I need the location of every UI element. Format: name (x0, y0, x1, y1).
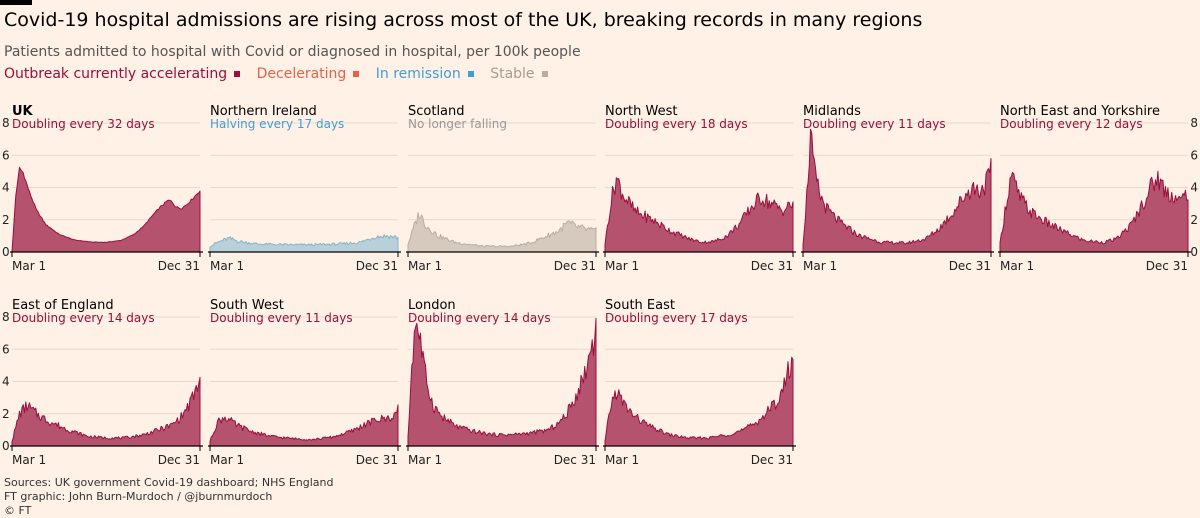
series-area-1 (11, 166, 201, 253)
x-tick-label: Mar 1 (210, 259, 244, 273)
y-tick-label: 8 (2, 310, 10, 324)
panel-status: Doubling every 12 days (1000, 117, 1143, 131)
ft-top-bar (0, 0, 32, 5)
panel-title: London (408, 298, 456, 313)
series-area-3 (407, 212, 597, 253)
x-tick-label: Mar 1 (1000, 259, 1034, 273)
x-tick-label: Dec 31 (751, 259, 793, 273)
panel-status: Doubling every 18 days (605, 117, 748, 131)
series-area-2 (209, 234, 399, 253)
panel-title: South West (210, 298, 284, 313)
y-tick-label: 0 (1190, 245, 1198, 259)
y-tick-label: 4 (2, 375, 10, 389)
x-tick-label: Dec 31 (356, 453, 398, 467)
x-tick-label: Mar 1 (408, 453, 442, 467)
y-tick-label: 8 (2, 116, 10, 130)
copyright-note: © FT (4, 504, 32, 517)
x-tick-label: Dec 31 (554, 259, 596, 273)
legend-swatch (541, 71, 548, 77)
legend-swatch (467, 71, 474, 77)
chart-title: Covid-19 hospital admissions are rising … (4, 9, 923, 31)
legend: Outbreak currently accelerating Decelera… (4, 66, 560, 82)
footer: Sources: UK government Covid-19 dashboar… (4, 476, 333, 518)
panel-title: Scotland (408, 104, 465, 119)
legend-item-accelerating: Outbreak currently accelerating (4, 66, 241, 82)
panel-status: Halving every 17 days (210, 117, 344, 131)
panel-title: South East (605, 298, 675, 313)
panel-status: Doubling every 17 days (605, 311, 748, 325)
series-area-7 (11, 376, 201, 447)
panel-status: No longer falling (408, 117, 507, 131)
legend-swatch (353, 71, 360, 77)
panel-status: Doubling every 14 days (408, 311, 551, 325)
panel-title: East of England (12, 298, 114, 313)
legend-item-stable: Stable (490, 66, 548, 82)
y-tick-label: 2 (2, 407, 10, 421)
panel-title: North West (605, 104, 677, 119)
y-tick-label: 0 (2, 439, 10, 453)
x-tick-label: Dec 31 (158, 259, 200, 273)
y-tick-label: 6 (2, 148, 10, 162)
panel-status: Doubling every 11 days (803, 117, 946, 131)
y-tick-label: 2 (2, 213, 10, 227)
x-tick-label: Mar 1 (12, 259, 46, 273)
x-tick-label: Mar 1 (12, 453, 46, 467)
y-tick-label: 2 (1190, 213, 1198, 227)
x-tick-label: Mar 1 (408, 259, 442, 273)
x-tick-label: Mar 1 (803, 259, 837, 273)
series-area-6 (999, 170, 1189, 253)
legend-label: Stable (490, 66, 535, 82)
sources-note: Sources: UK government Covid-19 dashboar… (4, 476, 334, 489)
panel-title: UK (12, 104, 34, 119)
chart-subtitle: Patients admitted to hospital with Covid… (4, 44, 581, 60)
x-tick-label: Dec 31 (356, 259, 398, 273)
panel-title: North East and Yorkshire (1000, 104, 1160, 119)
series-area-4 (604, 177, 794, 253)
credit-note: FT graphic: John Burn-Murdoch / @jburnmu… (4, 490, 273, 503)
series-area-10 (604, 356, 794, 447)
y-tick-label: 6 (1190, 148, 1198, 162)
series-area-5 (802, 128, 992, 253)
panel-title: Midlands (803, 104, 861, 119)
x-tick-label: Dec 31 (751, 453, 793, 467)
y-tick-label: 4 (1190, 181, 1198, 195)
panel-status: Doubling every 14 days (12, 311, 155, 325)
legend-label: Decelerating (256, 66, 347, 82)
x-tick-label: Mar 1 (605, 453, 639, 467)
legend-label: In remission (375, 66, 461, 82)
legend-label: Outbreak currently accelerating (4, 66, 228, 82)
panel-status: Doubling every 32 days (12, 117, 155, 131)
x-tick-label: Dec 31 (554, 453, 596, 467)
y-tick-label: 0 (2, 245, 10, 259)
series-area-8 (209, 404, 399, 447)
y-tick-label: 8 (1190, 116, 1198, 130)
panel-status: Doubling every 11 days (210, 311, 353, 325)
series-area-9 (407, 317, 597, 447)
x-tick-label: Dec 31 (949, 259, 991, 273)
x-tick-label: Mar 1 (210, 453, 244, 467)
legend-item-remission: In remission (376, 66, 474, 82)
x-tick-label: Dec 31 (1146, 259, 1188, 273)
y-tick-label: 4 (2, 181, 10, 195)
x-tick-label: Mar 1 (605, 259, 639, 273)
legend-swatch (234, 71, 241, 77)
legend-item-decelerating: Decelerating (257, 66, 360, 82)
panel-title: Northern Ireland (210, 104, 317, 119)
x-tick-label: Dec 31 (158, 453, 200, 467)
y-tick-label: 6 (2, 342, 10, 356)
